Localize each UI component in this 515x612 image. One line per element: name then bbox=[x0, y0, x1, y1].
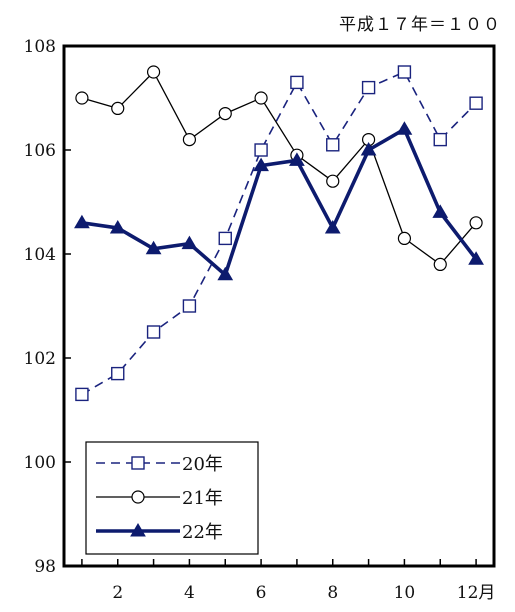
legend-label: 21年 bbox=[182, 488, 223, 509]
data-point bbox=[289, 152, 305, 166]
legend-label: 20年 bbox=[182, 454, 223, 475]
data-point bbox=[433, 257, 447, 271]
data-point bbox=[111, 101, 125, 116]
data-point bbox=[361, 80, 376, 95]
y-tick-label: 100 bbox=[24, 453, 56, 473]
x-tick-label: 6 bbox=[256, 583, 267, 603]
x-tick-label: 2 bbox=[112, 583, 123, 603]
data-point bbox=[145, 240, 162, 255]
data-point bbox=[218, 231, 232, 246]
y-tick-label: 104 bbox=[24, 245, 56, 265]
data-point bbox=[182, 299, 197, 313]
data-point bbox=[181, 235, 198, 250]
data-point bbox=[432, 204, 449, 218]
data-point bbox=[111, 366, 125, 381]
data-point bbox=[469, 96, 483, 110]
series-line-2 bbox=[81, 70, 477, 266]
data-point bbox=[217, 266, 234, 281]
x-tick-label: 12月 bbox=[457, 583, 496, 603]
data-point bbox=[75, 387, 89, 402]
data-point bbox=[75, 91, 89, 105]
data-point bbox=[396, 121, 413, 135]
legend-label: 22年 bbox=[182, 522, 223, 543]
series-line-3 bbox=[81, 126, 478, 278]
data-point bbox=[146, 65, 161, 79]
data-point bbox=[326, 138, 340, 152]
chart-marks: 98 100 102 104 106 108 2 4 6 8 10 12月 20年 21年 22年 bbox=[24, 37, 496, 603]
data-point bbox=[253, 157, 269, 172]
data-point bbox=[324, 220, 341, 234]
data-point bbox=[397, 231, 412, 245]
data-point bbox=[469, 216, 483, 230]
data-point bbox=[182, 133, 197, 147]
data-point bbox=[218, 106, 232, 121]
x-tick-label: 4 bbox=[184, 583, 195, 603]
y-tick-label: 102 bbox=[24, 349, 56, 369]
y-tick-label: 106 bbox=[24, 141, 56, 161]
x-tick-label: 8 bbox=[327, 583, 338, 603]
base-year-note: 平成１７年＝１００ bbox=[339, 15, 501, 35]
legend-marker bbox=[131, 490, 145, 504]
data-point bbox=[397, 65, 412, 79]
data-point bbox=[290, 75, 304, 90]
legend-marker bbox=[131, 456, 145, 470]
data-point bbox=[468, 251, 484, 265]
data-point bbox=[326, 174, 340, 188]
x-tick-label: 10 bbox=[394, 583, 416, 603]
series-line-1 bbox=[81, 70, 477, 396]
data-point bbox=[433, 132, 447, 147]
data-point bbox=[254, 91, 268, 105]
plot-frame bbox=[62, 44, 496, 568]
legend-marker bbox=[130, 523, 146, 537]
data-point bbox=[74, 214, 90, 229]
y-tick-label: 108 bbox=[24, 37, 56, 57]
data-point bbox=[109, 220, 126, 234]
data-point bbox=[254, 143, 268, 157]
data-point bbox=[360, 142, 377, 156]
legend-box bbox=[85, 441, 259, 555]
data-point bbox=[146, 325, 161, 339]
y-tick-label: 98 bbox=[34, 557, 56, 577]
